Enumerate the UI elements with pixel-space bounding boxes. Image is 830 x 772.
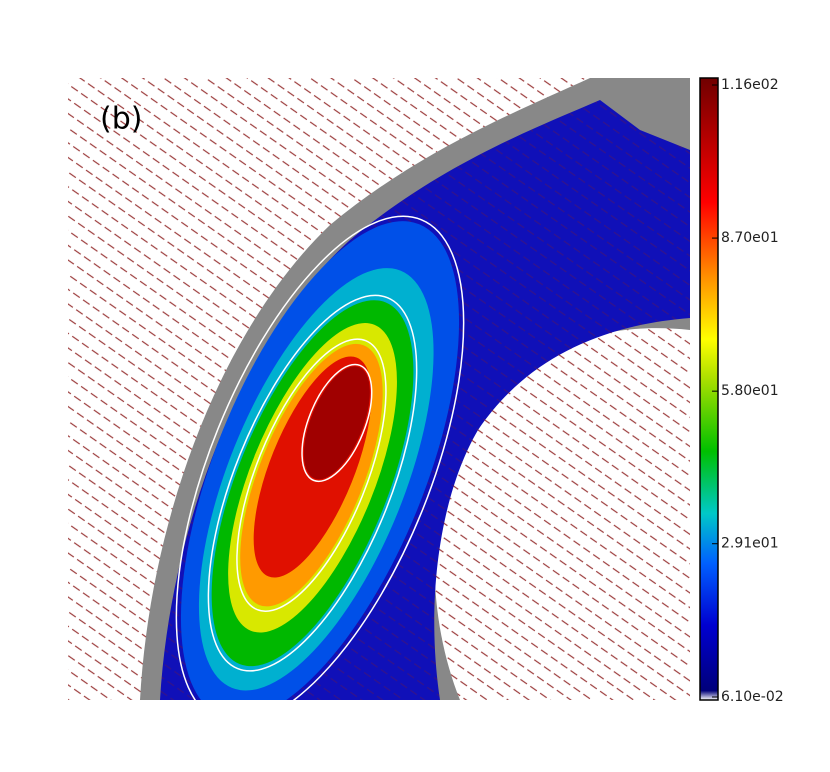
colorbar-tick-label: 8.70e01 [721, 230, 779, 246]
colorbar-tick-label: 2.91e01 [721, 536, 779, 552]
field [68, 78, 690, 700]
panel-label: (b) [100, 102, 142, 137]
colorbar-tick-label: 5.80e01 [721, 383, 779, 399]
colorbar-tick-label: 6.10e-02 [721, 689, 784, 705]
colorbar [699, 77, 719, 701]
colorbar-tick-label: 1.16e02 [721, 77, 779, 93]
